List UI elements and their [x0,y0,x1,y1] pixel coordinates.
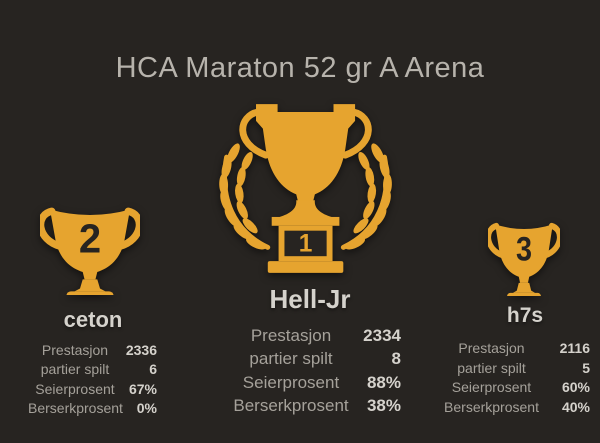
stat-value: 67% [128,380,157,397]
stat-label: Berserkprosent [444,398,539,415]
stat-label: Berserkprosent [28,400,123,417]
first-place-trophy-icon: 1 [205,104,411,273]
stat-value: 8 [391,349,401,369]
first-place-stats: Prestasjon 2334 partier spilt 8 Seierpro… [223,326,401,419]
stat-value: 6 [149,361,157,378]
stat-label: partier spilt [457,359,526,376]
second-place-stats: Prestasjon 2336 partier spilt 6 Seierpro… [28,342,157,420]
third-place-stats: Prestasjon 2116 partier spilt 5 Seierpro… [438,340,590,418]
stat-label: Seierprosent [35,380,115,397]
stat-label: Seierprosent [242,372,340,392]
page-title: HCA Maraton 52 gr A Arena [115,52,485,85]
stat-value: 5 [582,359,590,376]
stat-label: partier spilt [40,361,110,378]
stat-label: Seierprosent [451,379,532,395]
stat-value: 40% [561,398,590,415]
stat-value: 2336 [125,342,157,358]
third-place-trophy-icon: 3 [488,219,560,296]
stat-value: 2116 [559,340,590,356]
stat-label: Prestasjon [250,326,332,345]
second-place-rank: 2 [79,216,101,261]
stat-label: Berserkprosent [233,395,349,415]
stat-value: 88% [366,372,401,392]
third-place-rank: 3 [516,230,532,268]
first-place-player-name[interactable]: Hell-Jr [269,284,351,314]
second-place-player-name[interactable]: ceton [63,307,123,332]
stat-value: 60% [561,379,590,395]
third-place-player-name[interactable]: h7s [506,304,544,327]
first-place-rank: 1 [299,230,313,257]
stat-label: partier spilt [249,349,333,369]
stat-value: 2334 [363,326,401,345]
stat-label: Prestasjon [458,340,525,356]
stat-value: 38% [366,395,401,415]
second-place-trophy-icon: 2 [40,203,140,295]
stat-value: 0% [136,400,157,417]
stat-label: Prestasjon [41,342,109,358]
